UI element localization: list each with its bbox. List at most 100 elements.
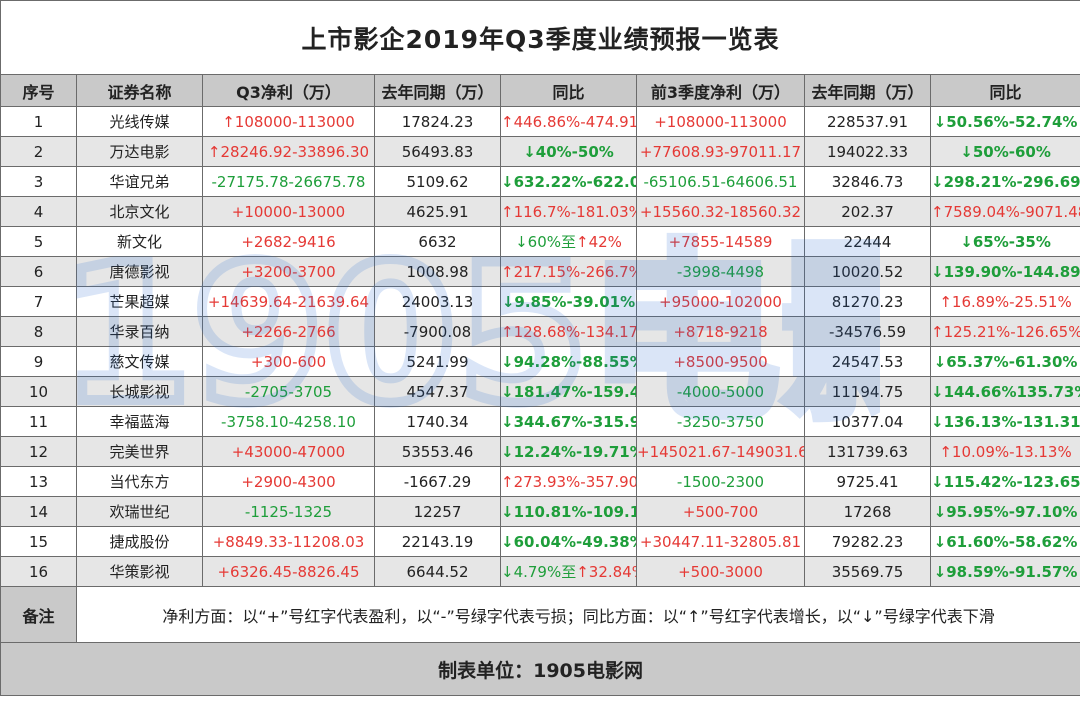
ytd-profit: +15560.32-18560.32 — [636, 196, 805, 227]
row-number: 11 — [0, 406, 77, 437]
footer-row: 制表单位：1905电影网 — [0, 642, 1080, 696]
security-name: 完美世界 — [76, 436, 203, 467]
row-number: 16 — [0, 556, 77, 587]
table-row: 5 新文化 +2682-9416 6632 ↓60%至↑42% +7855-14589 22… — [0, 226, 1080, 257]
header-q3-yoy: 同比 — [500, 74, 637, 107]
ytd-yoy: ↓115.42%-123.65% — [929, 466, 1080, 497]
q3-yoy: ↓40%-50% — [500, 136, 637, 167]
ytd-last-year: 81270.23 — [804, 286, 931, 317]
ytd-yoy: ↓298.21%-296.69% — [929, 166, 1080, 197]
q3-profit: +300-600 — [202, 346, 375, 377]
q3-yoy: ↑446.86%-474.91% — [500, 106, 637, 137]
ytd-yoy: ↓98.59%-91.57% — [929, 556, 1080, 587]
q3-profit: ↑108000-113000 — [202, 106, 375, 137]
ytd-profit: +77608.93-97011.17 — [636, 136, 805, 167]
ytd-last-year: 9725.41 — [804, 466, 931, 497]
ytd-last-year: 228537.91 — [804, 106, 931, 137]
q3-yoy: ↓632.22%-622.06% — [500, 166, 637, 197]
q3-profit: +14639.64-21639.64 — [202, 286, 375, 317]
table-row: 2 万达电影 ↑28246.92-33896.30 56493.83 ↓40%-50% +… — [0, 136, 1080, 167]
ytd-profit: +108000-113000 — [636, 106, 805, 137]
q3-profit: +6326.45-8826.45 — [202, 556, 375, 587]
ytd-yoy: ↓61.60%-58.62% — [929, 526, 1080, 557]
q3-last-year: 6632 — [374, 226, 501, 257]
ytd-profit: -1500-2300 — [636, 466, 805, 497]
row-number: 7 — [0, 286, 77, 317]
ytd-profit: +8718-9218 — [636, 316, 805, 347]
ytd-last-year: 17268 — [804, 496, 931, 527]
ytd-profit: -4000-5000 — [636, 376, 805, 407]
ytd-last-year: 10377.04 — [804, 406, 931, 437]
table-row: 8华录百纳+2266-2766-7900.08↑128.68%-134.17%+… — [0, 316, 1080, 347]
row-number: 8 — [0, 316, 77, 347]
security-name: 捷成股份 — [76, 526, 203, 557]
ytd-last-year: 32846.73 — [804, 166, 931, 197]
row-number: 3 — [0, 166, 77, 197]
security-name: 北京文化 — [76, 196, 203, 227]
ytd-profit: +30447.11-32805.81 — [636, 526, 805, 557]
table-row: 9 慈文传媒 +300-600 5241.99 ↓94.28%-88.55% +8500-… — [0, 346, 1080, 377]
ytd-last-year: 11194.75 — [804, 376, 931, 407]
ytd-yoy: ↓139.90%-144.89% — [929, 256, 1080, 287]
ytd-yoy: ↑7589.04%-9071.48% — [929, 196, 1080, 227]
security-name: 华谊兄弟 — [76, 166, 203, 197]
ytd-profit: +500-700 — [636, 496, 805, 527]
row-number: 4 — [0, 196, 77, 227]
q3-profit: +2266-2766 — [202, 316, 375, 347]
security-name: 欢瑞世纪 — [76, 496, 203, 527]
row-number: 14 — [0, 496, 77, 527]
ytd-yoy: ↑16.89%-25.51% — [929, 286, 1080, 317]
q3-yoy: ↓94.28%-88.55% — [500, 346, 637, 377]
q3-yoy-part: ↓60%至 — [515, 233, 576, 251]
q3-profit: +3200-3700 — [202, 256, 375, 287]
ytd-profit: +8500-9500 — [636, 346, 805, 377]
q3-profit: +10000-13000 — [202, 196, 375, 227]
row-number: 13 — [0, 466, 77, 497]
header-q3-profit: Q3净利（万） — [202, 74, 375, 107]
header-no: 序号 — [0, 74, 77, 107]
header-ytd-yoy: 同比 — [929, 74, 1080, 107]
ytd-profit: +145021.67-149031.67 — [636, 436, 805, 467]
q3-yoy: ↓9.85%-39.01% — [500, 286, 637, 317]
table-title: 上市影企2019年Q3季度业绩预报一览表 — [0, 0, 1080, 75]
table-row: 10长城影视-2705-37054547.37↓181.47%-159.48%-… — [0, 376, 1080, 407]
ytd-yoy: ↑10.09%-13.13% — [929, 436, 1080, 467]
ytd-yoy: ↑125.21%-126.65% — [929, 316, 1080, 347]
table-row: 1 光线传媒 ↑108000-113000 17824.23 ↑446.86%-474.… — [0, 106, 1080, 137]
ytd-profit: -65106.51-64606.51 — [636, 166, 805, 197]
note-row: 备注 净利方面：以“+”号红字代表盈利，以“-”号绿字代表亏损；同比方面：以“↑… — [0, 586, 1080, 643]
q3-yoy: ↑128.68%-134.17% — [500, 316, 637, 347]
q3-yoy-part: ↑32.84% — [576, 563, 635, 581]
table-row: 4 北京文化 +10000-13000 4625.91 ↑116.7%-181.03% +… — [0, 196, 1080, 227]
security-name: 华策影视 — [76, 556, 203, 587]
ytd-last-year: 10020.52 — [804, 256, 931, 287]
ytd-last-year: 202.37 — [804, 196, 931, 227]
row-number: 15 — [0, 526, 77, 557]
ytd-profit: -3998-4498 — [636, 256, 805, 287]
header-ytd-last-year: 去年同期（万） — [804, 74, 931, 107]
q3-last-year: 5241.99 — [374, 346, 501, 377]
q3-yoy: ↓110.81%-109.17% — [500, 496, 637, 527]
q3-yoy: ↓60%至↑42% — [500, 226, 637, 257]
ytd-yoy: ↓65%-35% — [929, 226, 1080, 257]
header-ytd-profit: 前3季度净利（万） — [636, 74, 805, 107]
ytd-yoy: ↓50.56%-52.74% — [929, 106, 1080, 137]
table-row: 12 完美世界 +43000-47000 53553.46 ↓12.24%-19.71%… — [0, 436, 1080, 467]
security-name: 华录百纳 — [76, 316, 203, 347]
ytd-last-year: -34576.59 — [804, 316, 931, 347]
q3-yoy: ↑116.7%-181.03% — [500, 196, 637, 227]
q3-profit: +2682-9416 — [202, 226, 375, 257]
table-row: 3 华谊兄弟 -27175.78-26675.78 5109.62 ↓632.22%-6… — [0, 166, 1080, 197]
ytd-last-year: 131739.63 — [804, 436, 931, 467]
q3-profit: -1125-1325 — [202, 496, 375, 527]
table-row: 13当代东方+2900-4300-1667.29↑273.93%-357.90%… — [0, 466, 1080, 497]
q3-profit: -3758.10-4258.10 — [202, 406, 375, 437]
ytd-last-year: 194022.33 — [804, 136, 931, 167]
q3-yoy: ↓60.04%-49.38% — [500, 526, 637, 557]
q3-last-year: 53553.46 — [374, 436, 501, 467]
security-name: 万达电影 — [76, 136, 203, 167]
q3-yoy-part: ↑42% — [576, 233, 622, 251]
ytd-yoy: ↓144.66%135.73% — [929, 376, 1080, 407]
q3-yoy: ↓12.24%-19.71% — [500, 436, 637, 467]
